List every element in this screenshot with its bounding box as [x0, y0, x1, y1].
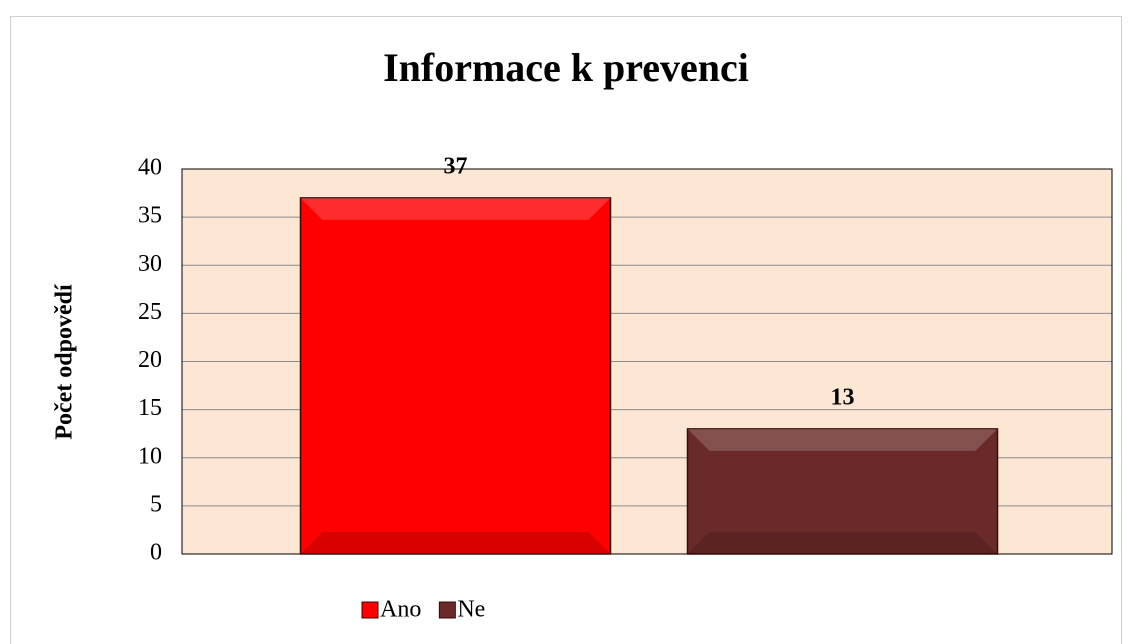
y-tick-label: 5 — [150, 491, 162, 517]
data-label: 13 — [831, 384, 855, 410]
y-tick-label: 15 — [138, 395, 162, 421]
y-tick-label: 25 — [138, 299, 162, 325]
bar-bevel — [687, 428, 998, 451]
y-tick-label: 10 — [138, 443, 162, 469]
bar-bevel — [300, 197, 611, 220]
y-tick-label: 35 — [138, 203, 162, 229]
y-tick-label: 20 — [138, 347, 162, 373]
legend-swatch — [361, 601, 379, 619]
y-tick-label: 40 — [138, 155, 162, 181]
legend-swatch — [438, 601, 456, 619]
legend-label: Ano — [380, 597, 421, 623]
bar — [299, 197, 612, 555]
legend-label: Ne — [457, 597, 485, 623]
bar-bevel — [687, 532, 998, 554]
chart-title: Informace k prevenci — [383, 45, 749, 90]
y-tick-label: 30 — [138, 251, 162, 277]
bar — [686, 428, 999, 555]
bar-bevel — [300, 532, 611, 554]
plot-border — [181, 168, 1113, 555]
data-label: 37 — [444, 153, 468, 179]
y-axis-label: Počet odpovědí — [52, 284, 78, 440]
y-tick-label: 0 — [150, 540, 162, 566]
